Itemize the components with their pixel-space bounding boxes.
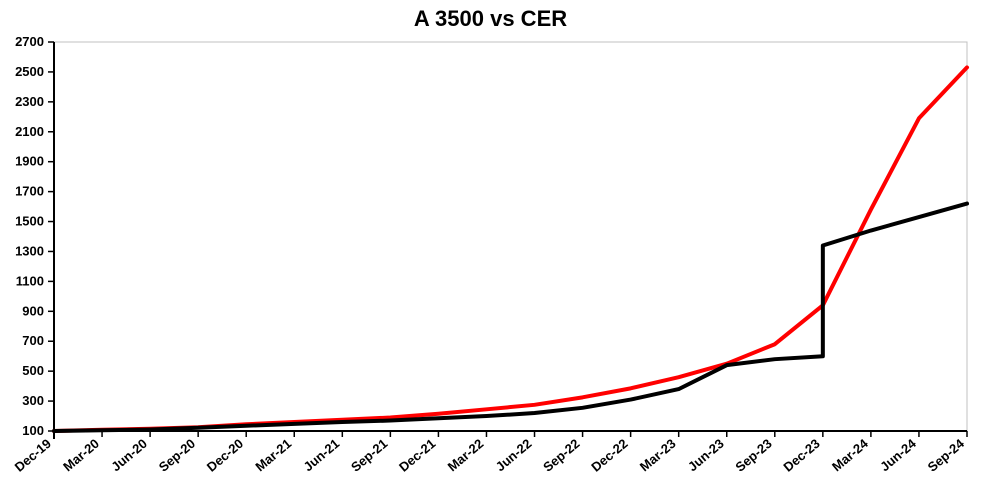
x-tick-label: Dec-19 <box>12 436 54 475</box>
plot-border <box>54 42 967 431</box>
y-tick-label: 1300 <box>15 243 44 258</box>
x-tick-label: Jun-21 <box>301 436 343 474</box>
x-tick-label: Mar-23 <box>637 436 679 474</box>
x-tick-label: Mar-24 <box>829 435 871 474</box>
y-tick-label: 500 <box>22 363 44 378</box>
y-tick-label: 2300 <box>15 94 44 109</box>
x-tick-label: Jun-20 <box>108 436 150 474</box>
y-tick-label: 1700 <box>15 184 44 199</box>
y-tick-label: 1100 <box>16 273 44 288</box>
x-tick-label: Dec-20 <box>204 436 246 475</box>
x-tick-label: Mar-20 <box>60 436 102 474</box>
series-line-a-3500 <box>54 67 967 431</box>
y-tick-label: 2700 <box>15 34 44 49</box>
y-tick-label: 2100 <box>15 124 44 139</box>
x-tick-label: Jun-22 <box>493 436 535 474</box>
series-line-cer <box>54 204 967 431</box>
y-tick-label: 2500 <box>15 64 44 79</box>
chart-container: A 3500 vs CER 10030050070090011001300150… <box>0 0 981 501</box>
y-tick-label: 900 <box>22 303 44 318</box>
y-tick-label: 100 <box>22 423 44 438</box>
x-tick-label: Sep-21 <box>348 436 390 475</box>
y-tick-label: 700 <box>22 333 44 348</box>
y-tick-label: 1500 <box>15 214 44 229</box>
x-tick-label: Sep-23 <box>732 436 774 475</box>
x-tick-label: Sep-24 <box>925 435 968 474</box>
x-tick-label: Jun-24 <box>877 435 919 474</box>
chart-svg: 100 300 500 700 900 1100 1300 1500 1700 1900 2100 2… <box>0 0 981 501</box>
x-tick-label: Mar-21 <box>252 436 294 474</box>
x-tick-label: Dec-21 <box>396 436 438 475</box>
x-tick-label: Mar-22 <box>445 436 487 474</box>
x-tick-label: Jun-23 <box>685 436 727 474</box>
x-tick-label: Dec-23 <box>780 436 822 475</box>
y-tick-label: 1900 <box>15 154 44 169</box>
x-tick-label: Sep-20 <box>156 436 198 475</box>
x-tick-label: Dec-22 <box>588 436 630 475</box>
x-tick-label: Sep-22 <box>540 436 582 475</box>
y-tick-label: 300 <box>22 393 44 408</box>
